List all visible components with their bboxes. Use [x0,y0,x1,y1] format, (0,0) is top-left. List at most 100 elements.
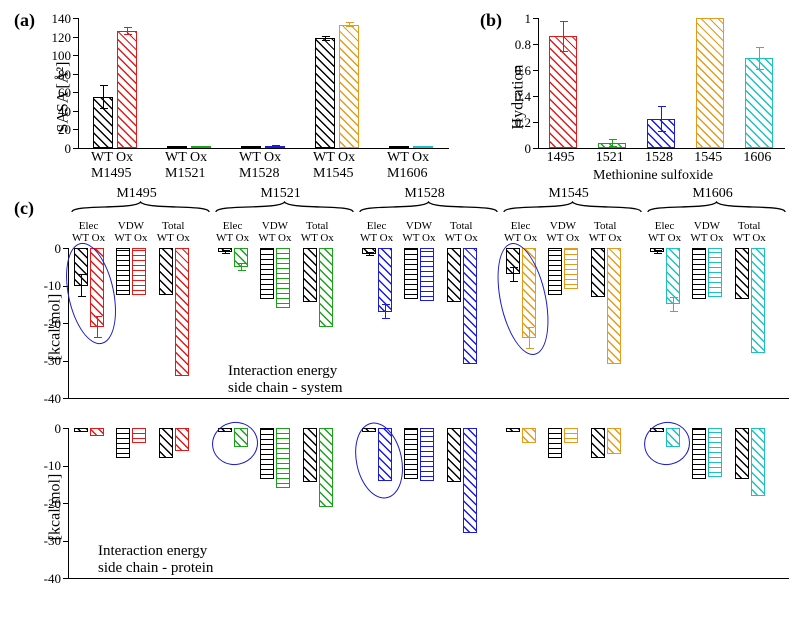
tick: -40 [44,571,61,587]
axis-label: M1521 [165,166,205,182]
bar [735,428,749,479]
tick: 0 [55,241,62,257]
tick: 0.6 [515,63,531,79]
group-label: M1545 [548,186,588,202]
panel-a-label: (a) [14,10,35,31]
bar [692,248,706,299]
axis-label: WT Ox [313,150,355,166]
bar [404,248,418,299]
bar [650,428,664,432]
bar [303,428,317,482]
tick: 40 [58,104,71,120]
bar [132,248,146,295]
bar [378,248,392,312]
bar [463,248,477,364]
col-header: VDWWT Ox [258,220,291,244]
bar [117,31,137,148]
bar [708,428,722,477]
axis-label: M1545 [313,166,353,182]
bar [260,428,274,479]
figure-root: (a) SASA [Å²] 0 20 40 60 80 100 120 140 … [8,8,792,610]
tick: 0 [65,141,72,157]
error-bar [225,250,226,254]
bar [159,428,173,458]
col-header: ElecWT Ox [648,220,681,244]
brace [646,200,787,219]
axis-label: M1606 [387,166,427,182]
panel-c-top-note1: Interaction energy [228,363,337,380]
bar [522,248,536,338]
group-label: M1495 [116,186,156,202]
bar [218,428,232,432]
bar [90,428,104,436]
bar [167,146,187,148]
error-bar [513,267,514,282]
tick: -20 [44,496,61,512]
axis-label: 1528 [645,150,673,166]
error-bar [241,263,242,271]
bar [74,428,88,432]
error-bar [369,252,370,256]
panel-c-label: (c) [14,198,34,219]
bar [751,428,765,496]
bar [276,248,290,308]
bar [234,428,248,447]
bar [175,248,189,376]
col-header: VDWWT Ox [690,220,723,244]
bar [260,248,274,299]
axis-label: 1521 [596,150,624,166]
col-header: TotalWT Ox [589,220,622,244]
bar [319,248,333,327]
bar [591,428,605,458]
tick: 140 [52,11,72,27]
bar [591,248,605,297]
axis-label: WT Ox [239,150,281,166]
axis-label: WT Ox [387,150,429,166]
panel-b-label: (b) [480,10,502,31]
col-header: ElecWT Ox [504,220,537,244]
bar [315,38,335,148]
error-bar [563,21,564,52]
bar [522,428,536,443]
panel-c-top-note2: side chain - system [228,380,343,397]
bar [420,248,434,301]
tick: 1 [525,11,532,27]
axis-label: WT Ox [165,150,207,166]
bar [735,248,749,299]
bar [159,248,173,295]
error-bar [325,36,326,42]
brace [502,200,643,219]
col-header: ElecWT Ox [72,220,105,244]
panel-b-xlabel: Methionine sulfoxide [593,168,713,184]
bar [413,146,433,148]
tick: -30 [44,353,61,369]
error-bar [349,22,350,28]
col-header: VDWWT Ox [114,220,147,244]
col-header: VDWWT Ox [402,220,435,244]
col-header: TotalWT Ox [445,220,478,244]
bar [241,146,261,148]
panel-c-bot-note2: side chain - protein [98,560,213,577]
brace [358,200,499,219]
panel-c-bot-note1: Interaction energy [98,543,207,560]
error-bar [97,316,98,339]
tick: 120 [52,30,72,46]
error-bar [127,27,128,34]
bar [447,248,461,302]
error-bar [103,85,104,109]
tick: 80 [58,67,71,83]
error-bar [385,304,386,319]
col-header: VDWWT Ox [546,220,579,244]
bar [692,428,706,479]
bar [303,248,317,302]
bar [548,248,562,295]
tick: -40 [44,391,61,407]
tick: -10 [44,278,61,294]
bar [708,248,722,297]
bar [420,428,434,481]
axis-label: 1545 [694,150,722,166]
error-bar [661,106,662,132]
tick: 0 [525,141,532,157]
bar [564,428,578,443]
bar [175,428,189,451]
